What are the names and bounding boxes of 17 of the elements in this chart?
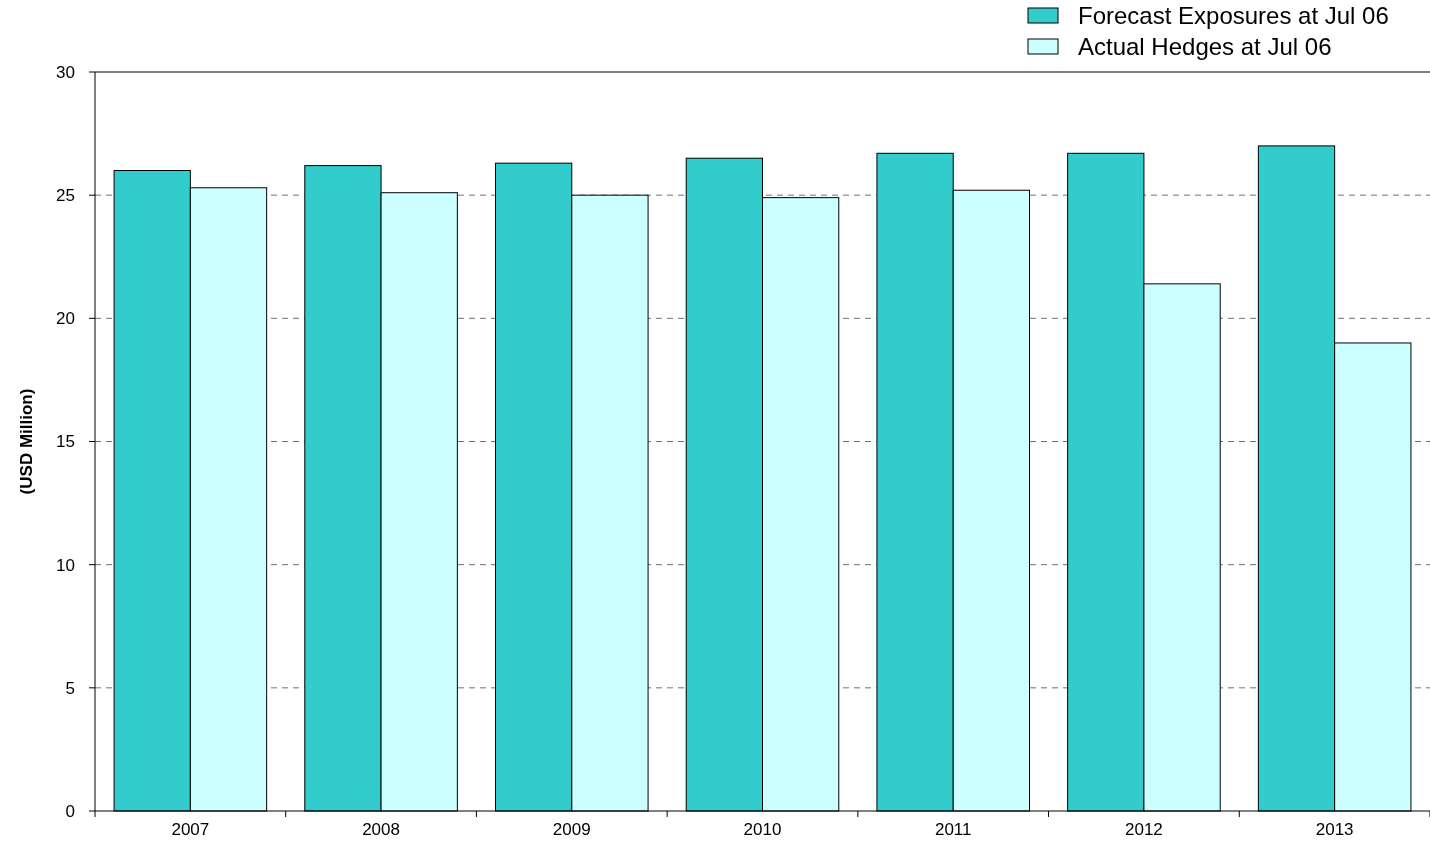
y-tick-label: 5	[65, 678, 75, 698]
x-tick-label: 2011	[934, 820, 972, 839]
x-tick-label: 2010	[743, 820, 782, 839]
y-tick-label: 30	[56, 62, 75, 82]
x-tick-label: 2007	[171, 820, 210, 839]
y-tick-label: 10	[56, 555, 75, 575]
x-tick-label: 2013	[1315, 820, 1354, 839]
legend-label: Actual Hedges at Jul 06	[1078, 33, 1332, 61]
y-tick-label: 15	[56, 432, 75, 452]
y-tick-label: 25	[56, 186, 75, 206]
y-tick-label: 20	[56, 309, 75, 329]
legend-label: Forecast Exposures at Jul 06	[1078, 2, 1389, 30]
x-tick-label: 2009	[552, 820, 591, 839]
x-tick-label: 2008	[362, 820, 400, 839]
y-tick-label: 0	[65, 801, 75, 821]
y-axis-title: (USD Million)	[17, 388, 36, 495]
x-tick-label: 2012	[1125, 820, 1163, 839]
